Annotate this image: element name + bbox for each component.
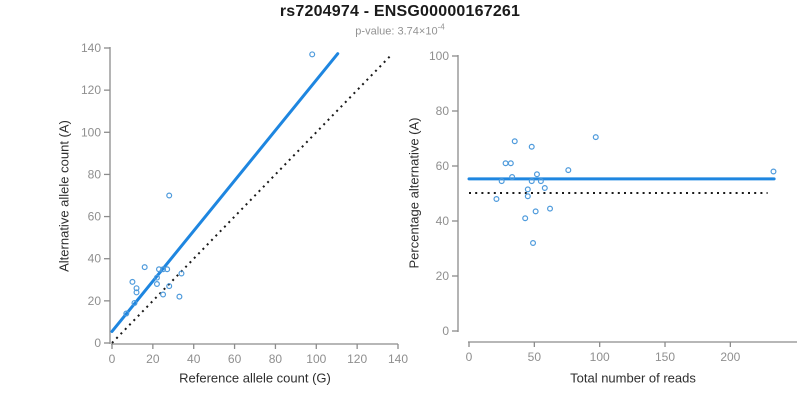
x-tick-label: 80 xyxy=(269,352,283,366)
y-tick-label: 60 xyxy=(436,159,450,173)
data-point xyxy=(507,160,514,167)
data-point xyxy=(530,240,537,247)
data-point xyxy=(528,143,535,150)
x-tick-label: 100 xyxy=(590,350,610,364)
data-point xyxy=(153,274,160,281)
data-point xyxy=(537,178,544,185)
data-point xyxy=(498,178,505,185)
data-point xyxy=(133,289,140,296)
y-tick-label: 20 xyxy=(436,269,450,283)
data-point xyxy=(164,266,171,273)
data-point xyxy=(160,266,167,273)
x-tick-label: 50 xyxy=(528,350,542,364)
identity-line xyxy=(111,54,392,344)
pvalue-text: p-value: 3.74×10 xyxy=(355,25,438,38)
x-tick-label: 0 xyxy=(109,352,116,366)
data-point xyxy=(524,193,531,200)
y-tick-label: 60 xyxy=(88,210,102,224)
y-tick-label: 0 xyxy=(94,336,101,350)
data-point xyxy=(166,283,173,290)
regression-line xyxy=(110,52,340,333)
x-tick-label: 120 xyxy=(347,352,367,366)
y-tick-label: 0 xyxy=(442,324,449,338)
right-y-axis-title: Percentage alternative (A) xyxy=(406,117,422,269)
x-tick-label: 100 xyxy=(306,352,326,366)
data-point xyxy=(153,281,160,288)
left-x-axis-title: Reference allele count (G) xyxy=(179,370,331,386)
data-point xyxy=(541,185,548,192)
x-tick-label: 150 xyxy=(655,350,675,364)
data-point xyxy=(160,291,167,298)
plot-title: rs7204974 - ENSG00000167261 xyxy=(279,3,521,20)
data-point xyxy=(770,168,777,175)
data-point xyxy=(528,178,535,185)
data-point xyxy=(131,299,138,306)
data-point xyxy=(493,196,500,203)
y-tick-label: 80 xyxy=(436,104,450,118)
data-point xyxy=(178,270,185,277)
data-point xyxy=(176,293,183,300)
data-point xyxy=(547,205,554,212)
x-tick-label: 60 xyxy=(228,352,242,366)
left-y-axis-title: Alternative allele count (A) xyxy=(56,120,72,272)
data-point xyxy=(129,278,136,285)
data-point xyxy=(533,171,540,178)
data-point xyxy=(524,186,531,193)
y-tick-label: 140 xyxy=(81,41,101,55)
data-point xyxy=(309,51,316,58)
data-point xyxy=(166,192,173,199)
x-tick-label: 20 xyxy=(146,352,160,366)
y-tick-label: 80 xyxy=(88,167,102,181)
x-tick-label: 140 xyxy=(388,352,408,366)
data-point xyxy=(592,134,599,141)
data-point xyxy=(522,215,529,222)
y-tick-label: 120 xyxy=(81,83,101,97)
data-point xyxy=(565,167,572,174)
data-point xyxy=(123,310,130,317)
data-point xyxy=(511,138,518,145)
y-tick-label: 40 xyxy=(88,252,102,266)
y-tick-label: 20 xyxy=(88,294,102,308)
right-x-axis-title: Total number of reads xyxy=(570,370,696,386)
y-tick-label: 40 xyxy=(436,214,450,228)
plot-subtitle: p-value: 3.74×10-4 xyxy=(355,23,444,38)
x-tick-label: 40 xyxy=(187,352,201,366)
data-point xyxy=(502,160,509,167)
x-tick-label: 200 xyxy=(720,350,740,364)
data-point xyxy=(155,266,162,273)
x-tick-label: 0 xyxy=(466,350,473,364)
data-point xyxy=(532,208,539,215)
pvalue-exponent: -4 xyxy=(437,22,445,32)
data-point xyxy=(509,174,516,181)
data-point xyxy=(141,264,148,271)
y-tick-label: 100 xyxy=(81,125,101,139)
y-tick-label: 100 xyxy=(429,49,449,63)
